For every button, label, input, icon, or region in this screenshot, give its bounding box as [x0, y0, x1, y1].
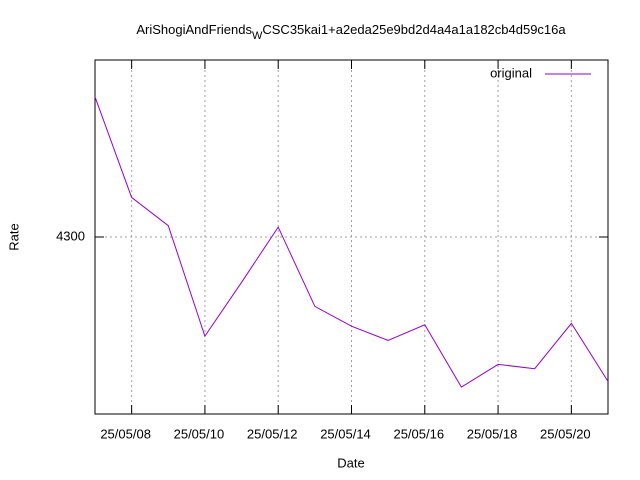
- series-line: [94, 96, 609, 388]
- x-tick-label: 25/05/08: [100, 426, 151, 441]
- x-tick-label: 25/05/20: [540, 426, 591, 441]
- title-part: AriShogiAndFriends: [136, 22, 252, 37]
- x-tick-label: 25/05/18: [467, 426, 518, 441]
- x-tick-label: 25/05/14: [320, 426, 371, 441]
- legend-label: original: [490, 65, 532, 80]
- plot-frame: [94, 59, 609, 415]
- x-axis-label: Date: [337, 455, 364, 470]
- y-tick-label: 4300: [56, 228, 85, 243]
- title-part: CSC35kai1+a2eda25e9bd2d4a4a1a182cb4d59c1…: [262, 22, 566, 37]
- x-tick-label: 25/05/16: [393, 426, 444, 441]
- x-tick-label: 25/05/12: [247, 426, 298, 441]
- chart-title: AriShogiAndFriendsWCSC35kai1+a2eda25e9bd…: [136, 22, 566, 41]
- title-part: W: [252, 30, 263, 42]
- x-tick-label: 25/05/10: [174, 426, 225, 441]
- y-axis-label: Rate: [6, 223, 21, 250]
